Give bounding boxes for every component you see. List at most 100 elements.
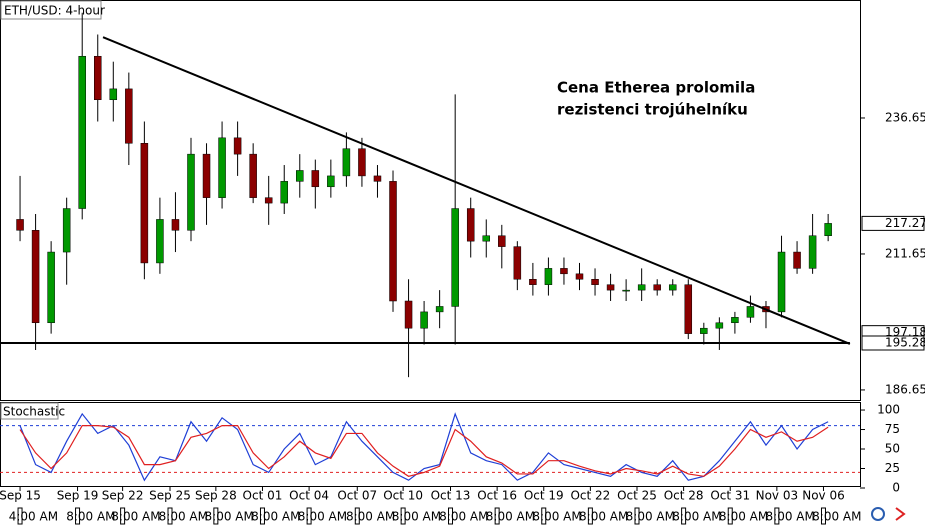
x-time-label: 4:00 AM <box>9 510 58 524</box>
candle-body <box>218 137 226 198</box>
x-tick-label: Oct 07 <box>337 489 377 503</box>
x-time-label: 8:00 AM <box>672 510 721 524</box>
candle-body <box>420 311 428 329</box>
x-time-label: 8:00 AM <box>439 510 488 524</box>
x-tick-label: Oct 04 <box>289 489 329 503</box>
time-box <box>120 507 126 525</box>
time-box <box>448 507 454 525</box>
x-tick-label: Oct 31 <box>710 489 750 503</box>
y-tick-label: 211.65 <box>885 246 925 260</box>
title-box <box>0 0 102 20</box>
candle-body <box>389 181 397 302</box>
candle-body <box>529 278 537 285</box>
candle-body <box>715 322 724 329</box>
candle-body <box>544 268 553 285</box>
candle-body <box>513 246 522 280</box>
candle-body <box>373 175 382 182</box>
candle-body <box>233 137 242 155</box>
candle-body <box>684 284 693 334</box>
x-time-label: 8:00 AM <box>251 510 300 524</box>
price-label: 195.28 <box>885 335 925 349</box>
time-box <box>306 507 312 525</box>
candle-body <box>202 153 211 198</box>
x-tick-label: Oct 22 <box>570 489 610 503</box>
time-box <box>587 507 593 525</box>
candle-body <box>637 284 646 291</box>
candle-body <box>700 327 708 334</box>
time-box <box>774 507 780 525</box>
time-box <box>213 507 219 525</box>
candle-body <box>622 289 630 292</box>
candle-body <box>404 300 413 329</box>
time-box <box>727 507 733 525</box>
x-time-label: 8:00 AM <box>579 510 628 524</box>
x-tick-label: Sep 15 <box>0 489 41 503</box>
candle-body <box>156 219 164 264</box>
x-time-label: 8:00 AM <box>159 510 208 524</box>
y-tick-label: 100 <box>877 403 900 417</box>
stoch-title: Stochastic <box>3 405 65 419</box>
x-time-label: 8:00 AM <box>486 510 535 524</box>
candle-body <box>606 284 615 291</box>
x-tick-label: Oct 10 <box>383 489 423 503</box>
main-frame <box>0 0 861 401</box>
candle-body <box>280 181 288 204</box>
time-box <box>167 507 173 525</box>
candle-body <box>746 306 755 318</box>
candle-body <box>16 219 24 231</box>
candle-body <box>808 235 817 269</box>
x-time-label: 8:00 AM <box>719 510 768 524</box>
time-box <box>400 507 406 525</box>
x-time-label: 8:00 AM <box>626 510 675 524</box>
x-tick-label: Nov 03 <box>756 489 799 503</box>
time-box <box>681 507 687 525</box>
candle-body <box>358 148 366 177</box>
x-tick-label: Nov 06 <box>802 489 845 503</box>
corner-icons[interactable] <box>871 507 906 521</box>
time-box <box>259 507 265 525</box>
y-tick-label: 236.65 <box>885 110 925 124</box>
time-box <box>494 507 500 525</box>
icon[interactable] <box>895 507 906 521</box>
candle-body <box>731 317 739 324</box>
x-tick-label: Oct 25 <box>617 489 657 503</box>
candle-body <box>793 251 801 269</box>
candle-body <box>249 153 257 198</box>
candle-body <box>109 88 118 101</box>
x-tick-label: Sep 25 <box>149 489 191 503</box>
y-tick-label: 25 <box>885 461 900 475</box>
chart-title: ETH/USD: 4-hour <box>4 4 105 18</box>
stoch-frame <box>0 402 861 487</box>
x-time-label: 8:00 AM <box>205 510 254 524</box>
x-time-label: 8:00 AM <box>532 510 581 524</box>
candle-body <box>187 153 195 231</box>
time-box <box>541 507 547 525</box>
stoch-line <box>19 412 829 482</box>
stoch-title-box <box>0 402 59 420</box>
x-tick-label: Sep 19 <box>57 489 99 503</box>
x-time-label: 8:00 AM <box>111 510 160 524</box>
icon[interactable] <box>871 507 885 521</box>
annotation: rezistenci trojúhelníku <box>557 101 748 119</box>
x-tick-label: Sep 22 <box>102 489 144 503</box>
time-box <box>354 507 360 525</box>
annotation: Cena Etherea prolomila <box>557 79 755 97</box>
candle-body <box>575 273 584 280</box>
candle-body <box>171 219 180 231</box>
candle-body <box>342 148 351 177</box>
candle-body <box>78 55 86 209</box>
candle-body <box>824 223 832 236</box>
x-time-label: 8:00 AM <box>392 510 441 524</box>
price-label-box <box>861 215 925 231</box>
candle-body <box>93 55 102 101</box>
candle-body <box>668 284 677 291</box>
x-time-label: 8:00 AM <box>812 510 861 524</box>
candle-body <box>125 88 133 144</box>
time-box <box>17 507 23 525</box>
candle-body <box>653 284 661 291</box>
x-tick-label: Oct 13 <box>431 489 471 503</box>
y-tick-label: 186.65 <box>885 382 925 396</box>
candle-body <box>451 208 459 307</box>
